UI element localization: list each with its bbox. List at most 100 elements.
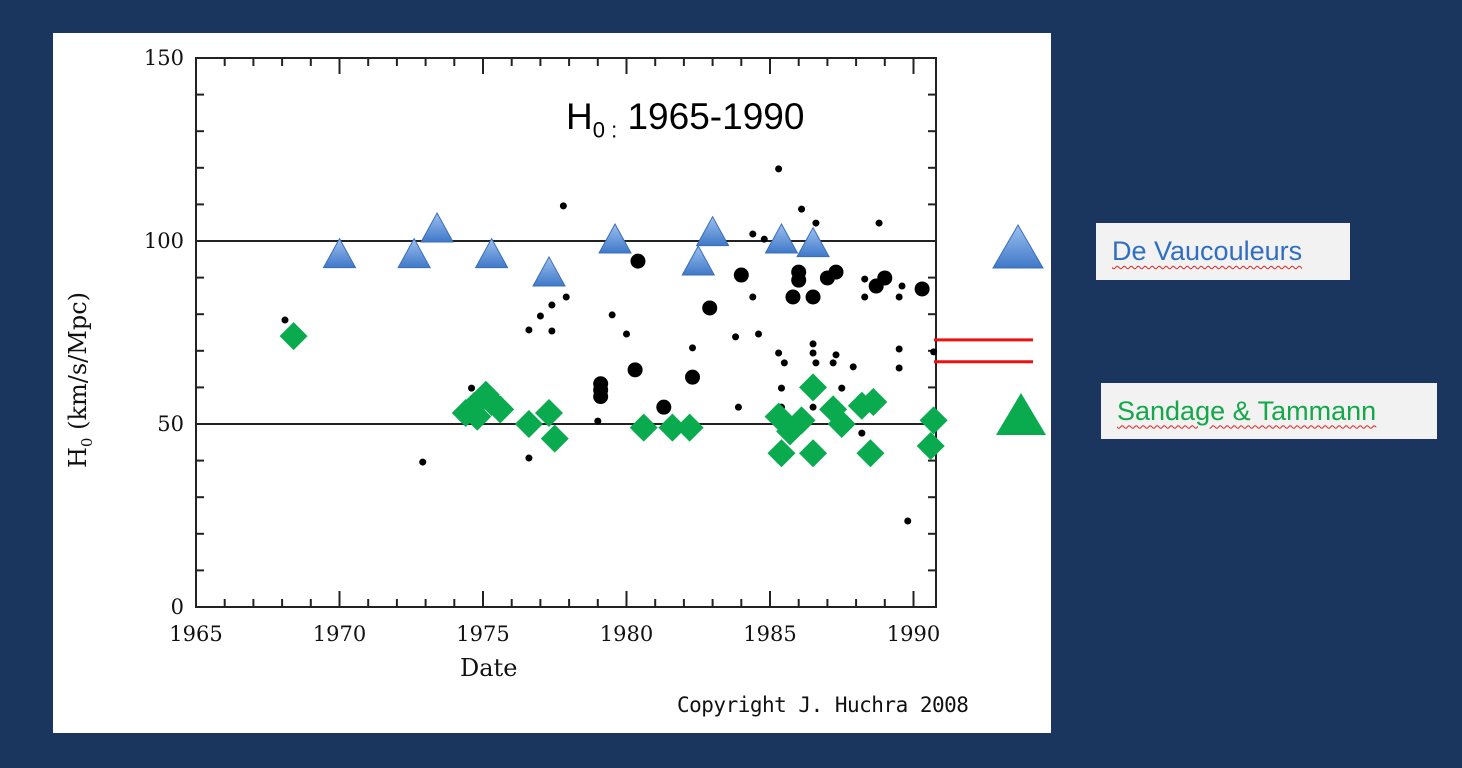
- data-point-small: [777, 384, 785, 392]
- data-point-sandage-tammann: [787, 406, 816, 435]
- data-point-small: [812, 219, 820, 227]
- data-point-sandage-tammann: [799, 439, 828, 468]
- y-tick-label: 100: [144, 229, 184, 253]
- data-point-small: [895, 364, 903, 372]
- data-point-de-vaucouleurs: [532, 255, 566, 287]
- data-point-sandage-tammann: [463, 402, 492, 431]
- data-point-small: [419, 458, 427, 466]
- x-axis-label: Date: [460, 654, 518, 682]
- data-point-small: [749, 230, 757, 238]
- data-point-small: [623, 330, 630, 338]
- data-point-large: [828, 264, 844, 280]
- x-tick-label: 1990: [887, 622, 940, 646]
- data-point-de-vaucouleurs: [695, 215, 730, 247]
- data-point-large: [656, 399, 672, 415]
- legend-sandage-tammann: Sandage & Tammann: [1101, 383, 1437, 439]
- data-point-small: [829, 359, 837, 367]
- data-point-small: [812, 359, 820, 367]
- data-point-sandage-tammann: [658, 413, 687, 442]
- data-point-large: [733, 267, 749, 283]
- data-point-small: [809, 349, 817, 357]
- x-tick-label: 1970: [313, 622, 366, 646]
- data-point-sandage-tammann: [767, 439, 796, 468]
- data-point-large: [791, 272, 807, 288]
- data-point-small: [608, 311, 616, 319]
- data-point-small: [809, 340, 817, 348]
- data-point-de-vaucouleurs: [796, 226, 830, 258]
- data-point-de-vaucouleurs: [420, 211, 454, 243]
- data-point-large: [593, 389, 609, 405]
- x-tick-label: 1965: [169, 622, 222, 646]
- x-tick-label: 1975: [456, 622, 509, 646]
- data-point-de-vaucouleurs: [598, 222, 632, 254]
- data-point-de-vaucouleurs: [764, 222, 799, 254]
- data-point-small: [689, 344, 697, 352]
- data-point-small: [849, 363, 857, 371]
- data-point-small: [525, 454, 533, 462]
- data-point-sandage-tammann: [799, 373, 828, 402]
- title-range: 1965-1990: [617, 96, 805, 137]
- data-point-de-vaucouleurs: [322, 237, 357, 269]
- data-point-small: [904, 517, 912, 525]
- y-axis-label: H0 (km/s/Mpc): [64, 292, 96, 468]
- data-point-large: [785, 289, 801, 305]
- data-point-small: [861, 275, 869, 283]
- data-point-small: [875, 219, 883, 227]
- data-point-sandage-tammann: [859, 388, 888, 417]
- data-point-small: [780, 359, 788, 367]
- data-point-small: [861, 293, 869, 301]
- data-point-small: [559, 202, 567, 210]
- data-point-small: [858, 429, 866, 437]
- data-point-large: [702, 300, 718, 316]
- data-point-sandage-tammann: [540, 424, 569, 453]
- plot-frame: [195, 57, 937, 608]
- y-tick-label: 0: [171, 595, 184, 619]
- data-point-small: [734, 403, 742, 411]
- data-point-large: [630, 253, 646, 269]
- title-subscript: 0 :: [592, 117, 618, 143]
- data-point-sandage-tammann: [279, 322, 308, 351]
- chart-title: H0 : 1965-1990: [566, 96, 804, 143]
- data-point-small: [798, 205, 806, 213]
- data-point-small: [548, 327, 556, 335]
- chart-panel: [53, 33, 1051, 733]
- data-point-sandage-tammann: [919, 406, 948, 435]
- data-point-small: [809, 403, 817, 411]
- data-point-small: [930, 348, 938, 356]
- legend-label: Sandage & Tammann: [1117, 395, 1377, 426]
- legend-triangle-blue-icon: [992, 224, 1044, 269]
- x-tick-label: 1985: [743, 622, 796, 646]
- y-tick-label: 150: [144, 46, 184, 70]
- data-point-small: [895, 293, 903, 301]
- data-point-large: [914, 281, 930, 297]
- data-point-small: [548, 301, 556, 309]
- data-point-sandage-tammann: [535, 399, 564, 428]
- data-point-small: [732, 333, 740, 341]
- data-point-de-vaucouleurs: [474, 237, 509, 269]
- data-point-small: [562, 293, 570, 301]
- data-point-sandage-tammann: [629, 413, 658, 442]
- data-point-small: [536, 312, 544, 320]
- data-point-de-vaucouleurs: [397, 237, 431, 269]
- ylabel-sub: 0: [77, 437, 96, 448]
- data-point-small: [838, 384, 846, 392]
- copyright-text: Copyright J. Huchra 2008: [677, 693, 969, 717]
- data-point-sandage-tammann: [856, 439, 885, 468]
- data-point-sandage-tammann: [675, 413, 704, 442]
- data-point-small: [525, 326, 533, 334]
- x-tick-label: 1980: [600, 622, 653, 646]
- ylabel-main: H: [64, 447, 93, 469]
- data-point-large: [877, 270, 893, 286]
- data-point-small: [594, 417, 602, 425]
- y-tick-label: 50: [157, 412, 184, 436]
- data-point-small: [755, 330, 763, 338]
- data-point-sandage-tammann: [514, 410, 543, 438]
- legend-label: De Vaucouleurs: [1112, 236, 1303, 266]
- data-point-de-vaucouleurs: [681, 244, 716, 276]
- data-point-small: [281, 316, 289, 324]
- data-point-large: [805, 289, 821, 305]
- data-point-large: [685, 369, 701, 385]
- data-point-small: [832, 351, 840, 359]
- data-point-small: [898, 282, 906, 290]
